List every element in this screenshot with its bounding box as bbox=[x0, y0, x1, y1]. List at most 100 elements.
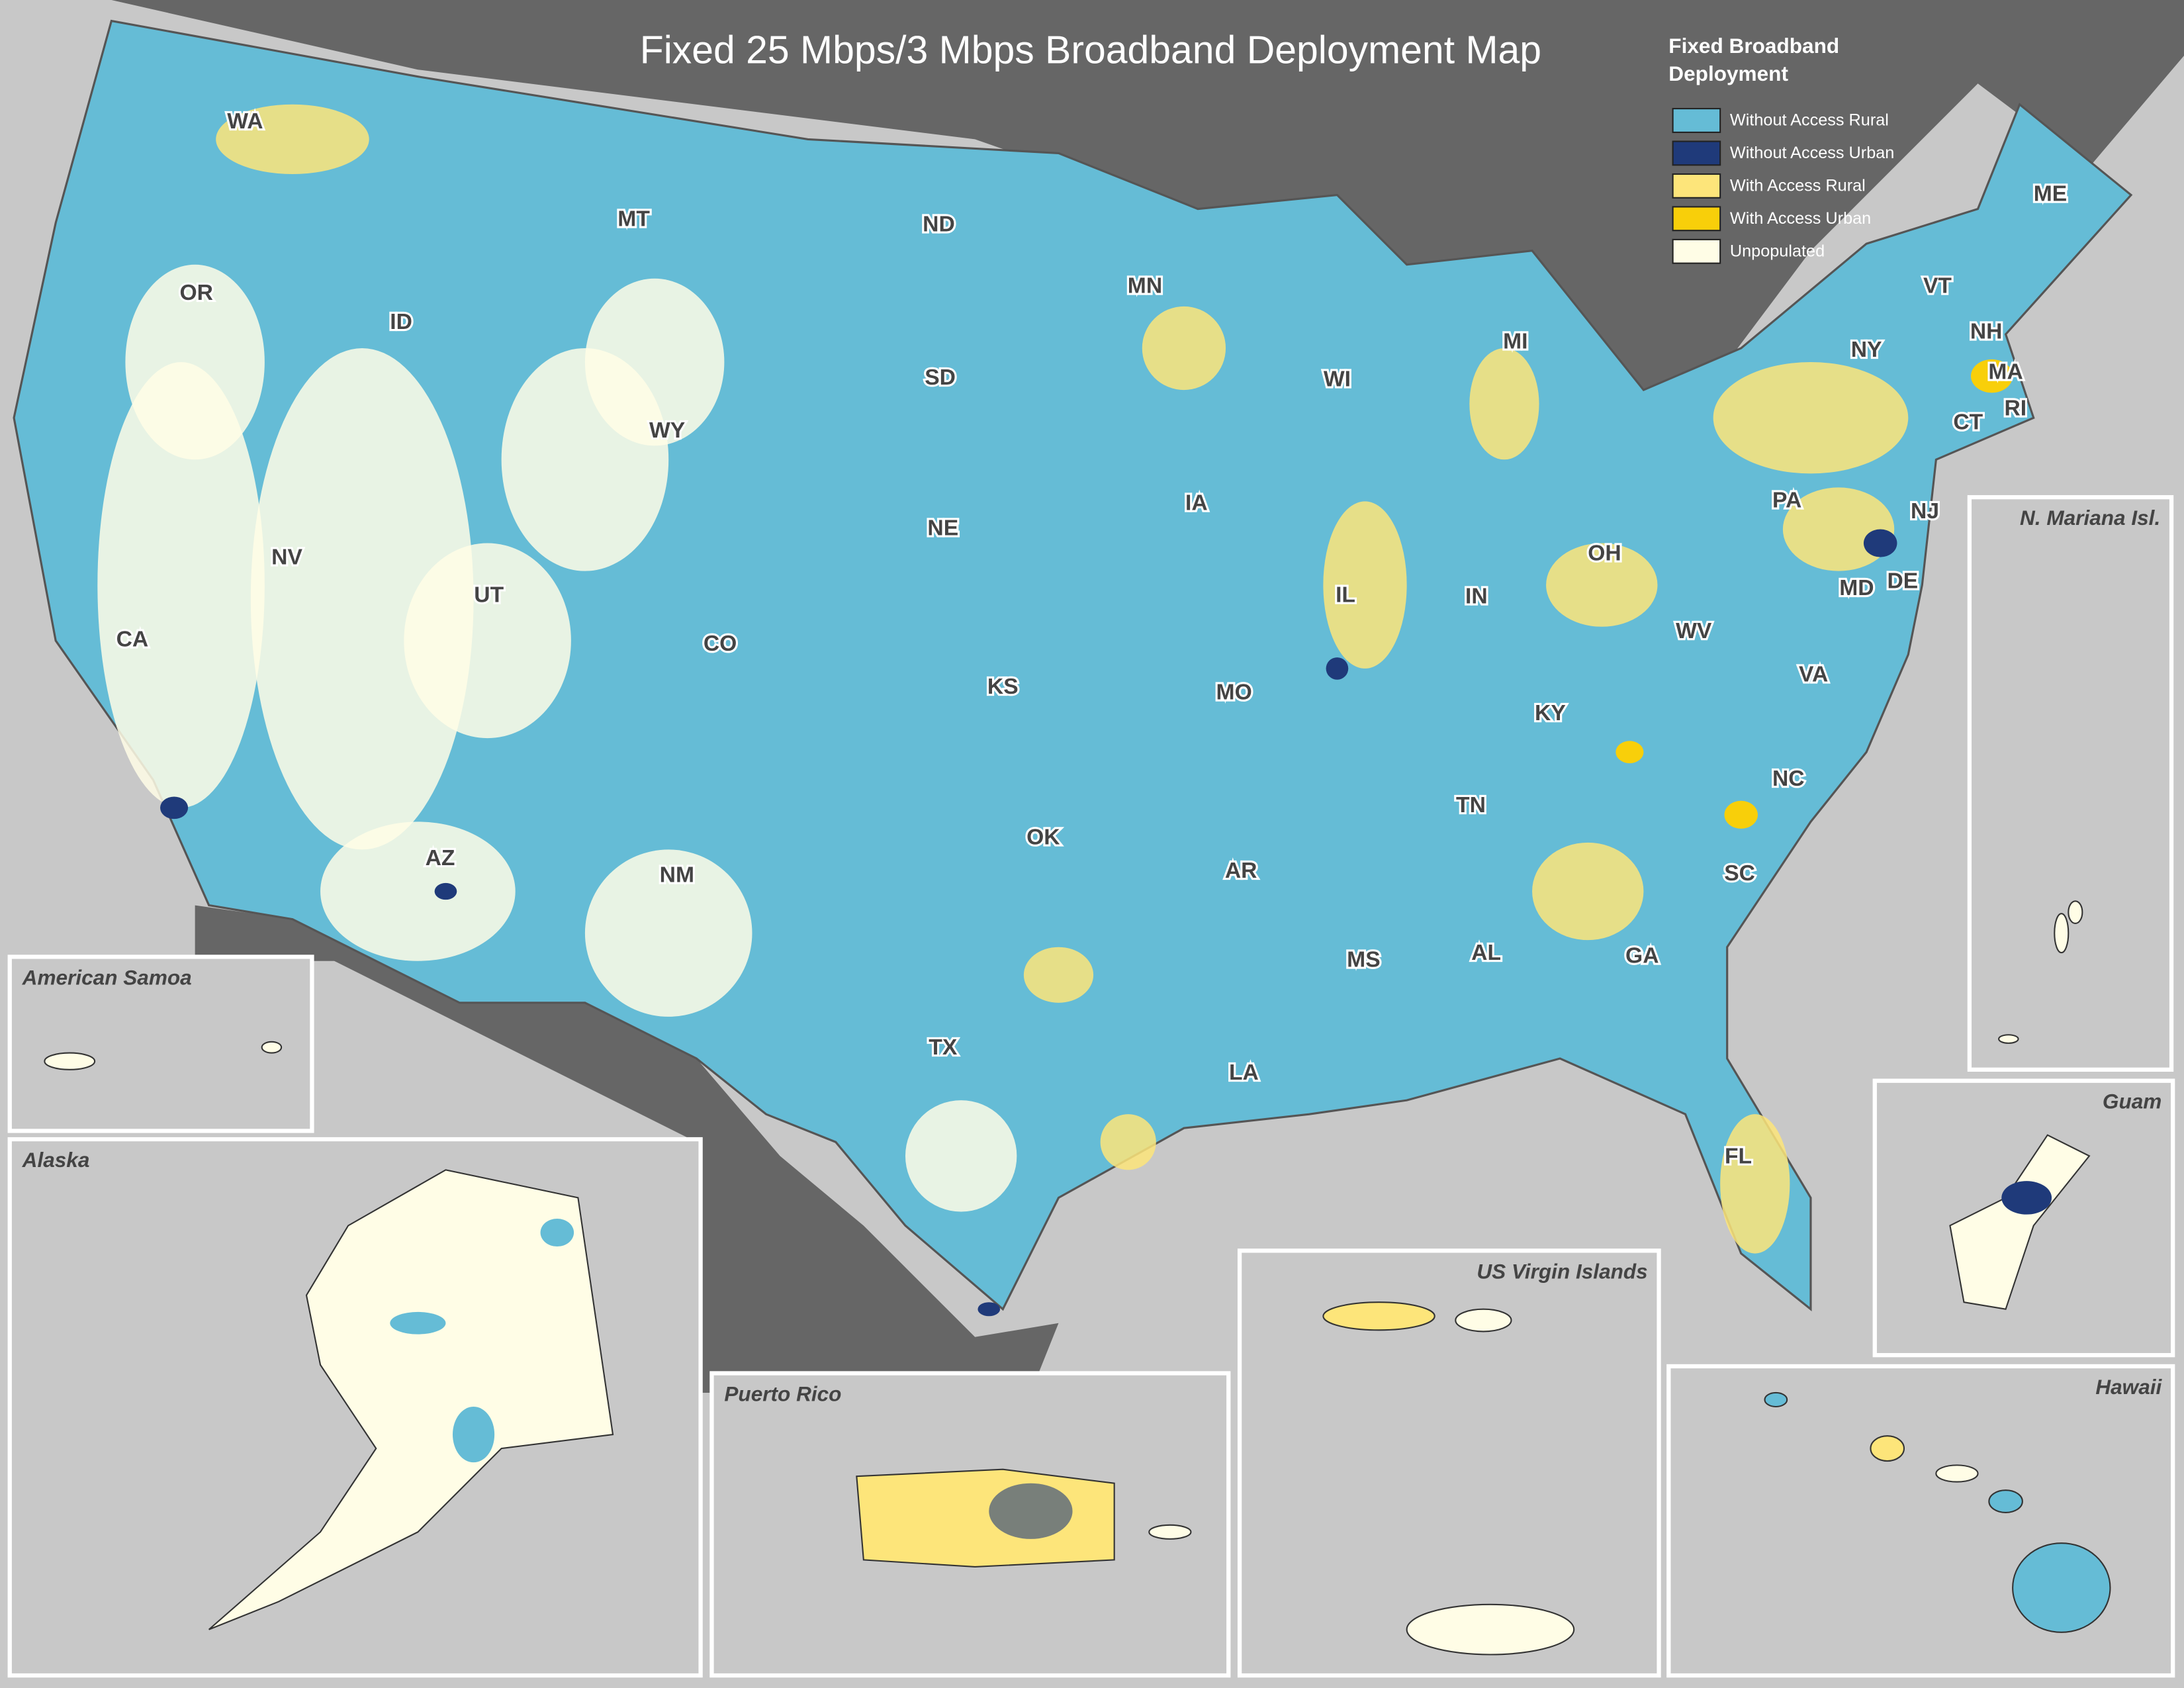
inset-title: Puerto Rico bbox=[724, 1382, 841, 1406]
state-label: TN bbox=[1456, 793, 1486, 818]
inset-shape bbox=[1998, 1034, 2019, 1044]
inset-shape bbox=[261, 1041, 283, 1054]
state-label: OR bbox=[180, 281, 213, 305]
state-label: UT bbox=[474, 583, 504, 607]
state-label: VT bbox=[1923, 273, 1952, 298]
legend-label: Without Access Urban bbox=[1730, 144, 1894, 162]
inset-shape bbox=[452, 1407, 495, 1463]
state-label: SD bbox=[925, 365, 956, 390]
access-area bbox=[1323, 501, 1407, 669]
legend-label: Unpopulated bbox=[1730, 242, 1825, 260]
state-label: NH bbox=[1970, 320, 2003, 344]
unpopulated-area bbox=[250, 348, 474, 850]
state-label: TX bbox=[929, 1035, 958, 1060]
state-label: PA bbox=[1772, 488, 1801, 512]
inset-shape bbox=[1988, 1489, 2023, 1513]
legend-label: With Access Rural bbox=[1730, 177, 1866, 195]
inset-box bbox=[1237, 1248, 1661, 1678]
access-area bbox=[1720, 1114, 1790, 1254]
unpopulated-area bbox=[97, 362, 265, 808]
state-label: LA bbox=[1229, 1060, 1259, 1085]
inset-shape bbox=[540, 1218, 574, 1247]
urban-access-area bbox=[1615, 741, 1644, 763]
urban-area bbox=[434, 882, 457, 900]
state-label: MO bbox=[1216, 680, 1252, 705]
inset-shape bbox=[856, 1468, 1115, 1568]
state-labels: WA OR CA ID NV MT WY UT AZ CO NM ND SD NE KS OK TX MN IA MO… bbox=[114, 107, 2069, 1171]
state-label: NJ bbox=[1911, 499, 1939, 524]
legend-swatch bbox=[1672, 206, 1721, 232]
state-label: ME bbox=[2034, 181, 2067, 206]
inset-box bbox=[1666, 1364, 2175, 1678]
urban-area bbox=[978, 1302, 1001, 1317]
state-label: MT bbox=[617, 207, 650, 231]
state-label: WA bbox=[227, 109, 263, 134]
inset-shape bbox=[2068, 900, 2083, 924]
inset-shape bbox=[1764, 1391, 1788, 1408]
ocean-south bbox=[195, 905, 1059, 1393]
access-area bbox=[1023, 947, 1094, 1003]
state-label: MN bbox=[1128, 273, 1162, 298]
ocean-north bbox=[111, 0, 2184, 460]
access-area bbox=[216, 104, 369, 174]
map-title: Fixed 25 Mbps/3 Mbps Broadband Deploymen… bbox=[640, 29, 1541, 72]
urban-area bbox=[1863, 529, 1897, 557]
inset-title: American Samoa bbox=[22, 966, 192, 990]
legend-swatch bbox=[1672, 108, 1721, 133]
urban-access-area bbox=[1970, 359, 2013, 393]
state-label: KY bbox=[1535, 701, 1566, 726]
inset-title: Alaska bbox=[22, 1148, 90, 1172]
state-label: DE bbox=[1887, 569, 1918, 593]
unpopulated-area bbox=[320, 821, 516, 961]
insets: American Samoa Alaska Puerto Rico US Virgin… bbox=[7, 494, 2175, 1678]
urban-access-area bbox=[1724, 800, 1758, 829]
state-label: CA bbox=[116, 628, 149, 652]
inset-shape bbox=[1148, 1524, 1192, 1540]
state-label: NC bbox=[1772, 767, 1805, 791]
state-label: NE bbox=[927, 516, 958, 540]
state-label: CT bbox=[1953, 410, 1983, 434]
inset-shape bbox=[2054, 913, 2070, 954]
legend-label: Without Access Rural bbox=[1730, 111, 1889, 130]
state-label: AR bbox=[1225, 859, 1257, 883]
lower-48 bbox=[13, 19, 2133, 1317]
urban-area bbox=[1326, 657, 1349, 680]
inset-shape bbox=[44, 1052, 96, 1070]
state-label: MI bbox=[1503, 329, 1527, 353]
state-label: NV bbox=[271, 545, 302, 570]
state-label: IL bbox=[1336, 583, 1355, 607]
state-label: VA bbox=[1799, 662, 1828, 686]
inset-title: US Virgin Islands bbox=[1477, 1259, 1647, 1283]
inset-shape bbox=[989, 1483, 1073, 1539]
unpopulated-area bbox=[584, 849, 752, 1017]
unpopulated-area bbox=[905, 1100, 1017, 1212]
inset-title: N. Mariana Isl. bbox=[2020, 506, 2160, 530]
unpopulated-area bbox=[125, 264, 265, 460]
inset-shape bbox=[1322, 1301, 1435, 1331]
access-area bbox=[1546, 543, 1658, 627]
state-label: FL bbox=[1725, 1144, 1752, 1168]
access-area bbox=[1142, 306, 1226, 391]
inset-box bbox=[1967, 494, 2174, 1072]
legend-title: Fixed Broadband Deployment bbox=[1668, 34, 1840, 87]
state-label: IN bbox=[1465, 584, 1488, 608]
inset-box bbox=[7, 955, 314, 1133]
inset-shape bbox=[1935, 1464, 1979, 1483]
state-label: NM bbox=[660, 863, 694, 887]
inset-shape bbox=[1870, 1435, 1905, 1462]
access-area bbox=[1532, 842, 1644, 941]
state-label: OH bbox=[1588, 541, 1621, 565]
legend: Without Access Rural Without Access Urban… bbox=[1672, 108, 1894, 264]
state-label: IA bbox=[1185, 491, 1208, 516]
inset-shape bbox=[390, 1311, 446, 1335]
legend-label: With Access Urban bbox=[1730, 209, 1871, 228]
urban-area bbox=[160, 796, 189, 820]
state-label: AZ bbox=[426, 846, 455, 870]
legend-swatch bbox=[1672, 140, 1721, 166]
inset-shape bbox=[1406, 1603, 1575, 1656]
unpopulated-area bbox=[584, 278, 725, 446]
inset-shape bbox=[2001, 1181, 2052, 1215]
state-label: MS bbox=[1347, 948, 1380, 972]
state-label: NY bbox=[1851, 338, 1882, 362]
